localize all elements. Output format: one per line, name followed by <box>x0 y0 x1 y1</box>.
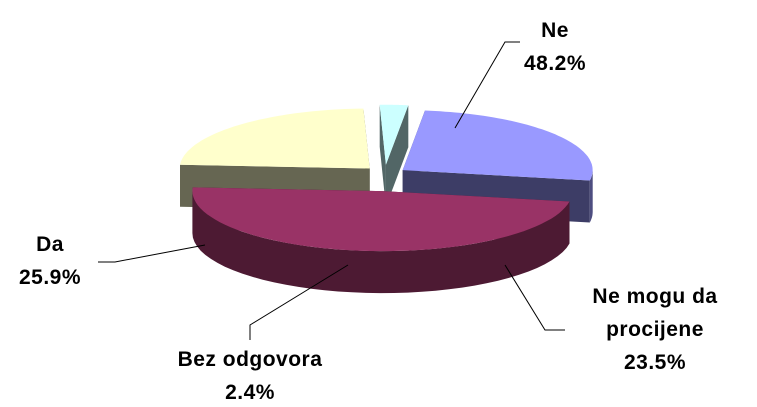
category-label: Da <box>36 233 64 256</box>
slice-side <box>589 170 593 223</box>
slice <box>192 187 570 252</box>
slice-side <box>192 191 570 294</box>
value-label: 23.5% <box>623 351 687 374</box>
slice <box>180 108 370 169</box>
slice-label: Ne mogu da procijene 23.5% <box>580 280 730 379</box>
leader-line <box>98 244 206 263</box>
leader-line <box>249 264 349 340</box>
value-label: 48.2% <box>523 52 587 75</box>
leader-line <box>504 264 565 331</box>
category-label: Bez odgovora <box>177 348 323 371</box>
slice-wall <box>379 104 386 207</box>
category-label: Ne <box>541 19 569 42</box>
slice-label: Ne 48.2% <box>505 14 605 80</box>
slice-label: Da 25.9% <box>0 228 100 294</box>
value-label: 2.4% <box>225 381 275 404</box>
value-label: 25.9% <box>18 266 82 289</box>
category-label: Ne mogu da procijene <box>592 285 718 341</box>
slice-wall <box>385 105 409 207</box>
slice-label: Bez odgovora 2.4% <box>130 343 370 407</box>
leader-lines <box>98 41 565 340</box>
slice <box>379 104 409 165</box>
slice <box>402 110 593 181</box>
slices <box>180 104 593 294</box>
leader-line <box>454 41 520 129</box>
